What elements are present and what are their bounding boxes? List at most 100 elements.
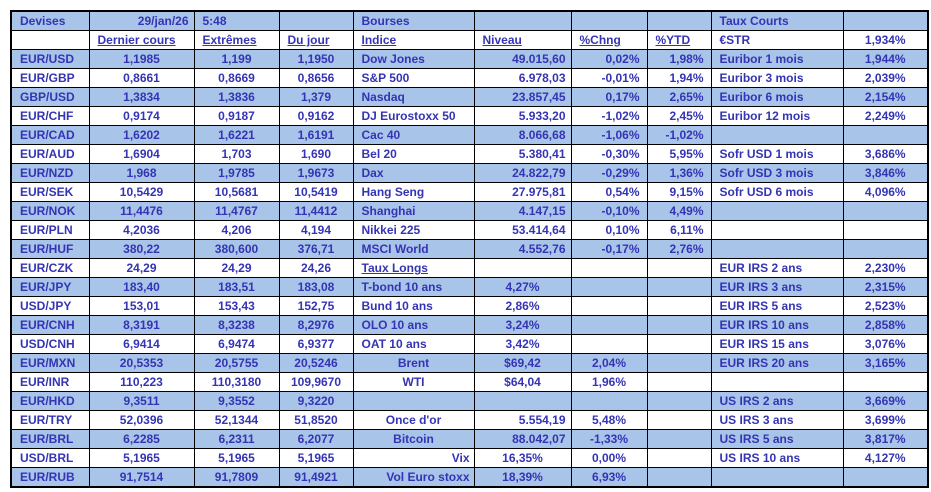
currency-last: 183,40 [88, 277, 195, 297]
currency-dujour: 91,4921 [278, 467, 354, 488]
currency-dujour: 6,2077 [278, 429, 354, 449]
currency-pair-label: EUR/BRL [10, 429, 90, 449]
bond-yield: 2,86% [473, 296, 572, 316]
currency-extreme: 91,7809 [193, 467, 280, 488]
currency-last: 153,01 [88, 296, 195, 316]
table-row: EUR/RUB 91,7514 91,7809 91,4921 Vol Euro sto… [10, 467, 929, 488]
rate-value: 2,154% [842, 87, 929, 107]
asset-chng: 6,93% [570, 467, 648, 488]
empty-cell [646, 296, 712, 316]
index-chng: 0,17% [570, 87, 648, 107]
currency-pair-label: EUR/PLN [10, 220, 90, 240]
table-row: EUR/CZK 24,29 24,29 24,26 Taux Longs EUR IRS … [10, 258, 929, 278]
currency-dujour: 0,9162 [278, 106, 354, 126]
currency-extreme: 20,5755 [193, 353, 280, 373]
rate-value: 3,165% [842, 353, 929, 373]
rate-label: Euribor 6 mois [710, 87, 844, 107]
empty-cell [646, 315, 712, 335]
column-header-ytd[interactable]: %YTD [646, 30, 712, 50]
empty-cell [646, 353, 712, 373]
rate-value: 1,944% [842, 49, 929, 69]
rate-label: Euribor 1 mois [710, 49, 844, 69]
rate-label: US IRS 5 ans [710, 429, 844, 449]
currency-dujour: 4,194 [278, 220, 354, 240]
rate-label: Euribor 3 mois [710, 68, 844, 88]
table-row: EUR/TRY 52,0396 52,1344 51,8520 Once d'or 5.5… [10, 410, 929, 430]
currency-extreme: 6,9474 [193, 334, 280, 354]
asset-label: Vix [352, 448, 475, 468]
currency-dujour: 109,9670 [278, 372, 354, 392]
currency-dujour: 8,2976 [278, 315, 354, 335]
currency-last: 380,22 [88, 239, 195, 259]
currency-extreme: 24,29 [193, 258, 280, 278]
empty-cell [570, 10, 648, 31]
table-row: USD/JPY 153,01 153,43 152,75 Bund 10 ans 2,86… [10, 296, 929, 316]
index-label: Bel 20 [352, 144, 475, 164]
rate-value: 4,127% [842, 448, 929, 468]
index-chng: 0,10% [570, 220, 648, 240]
rate-value: 2,249% [842, 106, 929, 126]
currency-pair-label: EUR/MXN [10, 353, 90, 373]
empty-cell [10, 30, 90, 50]
market-overview-table: Devises 29/jan/26 5:48 Bourses Taux Courts De… [10, 10, 929, 488]
column-header-du-jour[interactable]: Du jour [278, 30, 354, 50]
currency-pair-label: EUR/CZK [10, 258, 90, 278]
currency-last: 20,5353 [88, 353, 195, 373]
index-level: 5.933,20 [473, 106, 572, 126]
index-label: DJ Eurostoxx 50 [352, 106, 475, 126]
commodity-label: Brent [352, 353, 475, 373]
index-ytd: 1,94% [646, 68, 712, 88]
currency-extreme: 52,1344 [193, 410, 280, 430]
column-header-dernier-cours[interactable]: Dernier cours [88, 30, 195, 50]
index-chng: -0,10% [570, 201, 648, 221]
empty-cell [646, 448, 712, 468]
index-label: Dax [352, 163, 475, 183]
currency-extreme: 1,703 [193, 144, 280, 164]
table-row: EUR/MXN 20,5353 20,5755 20,5246 Brent $69,42 2… [10, 353, 929, 373]
table-row: Devises 29/jan/26 5:48 Bourses Taux Courts [10, 10, 929, 31]
rate-value: 1,934% [842, 30, 929, 50]
currency-last: 4,2036 [88, 220, 195, 240]
currency-last: 1,968 [88, 163, 195, 183]
table-row: EUR/NZD 1,968 1,9785 1,9673 Dax 24.822,79 -0,2… [10, 163, 929, 183]
empty-cell [570, 277, 648, 297]
rate-label: Sofr USD 6 mois [710, 182, 844, 202]
currency-pair-label: USD/JPY [10, 296, 90, 316]
currency-extreme: 1,6221 [193, 125, 280, 145]
column-header-niveau[interactable]: Niveau [473, 30, 572, 50]
empty-cell [278, 10, 354, 31]
currency-dujour: 20,5246 [278, 353, 354, 373]
currency-pair-label: EUR/HUF [10, 239, 90, 259]
currency-extreme: 9,3552 [193, 391, 280, 411]
empty-cell [710, 239, 844, 259]
currency-extreme: 10,5681 [193, 182, 280, 202]
currency-pair-label: EUR/AUD [10, 144, 90, 164]
index-chng: -0,01% [570, 68, 648, 88]
currency-dujour: 9,3220 [278, 391, 354, 411]
column-header-extremes[interactable]: Extrêmes [193, 30, 280, 50]
currency-extreme: 11,4767 [193, 201, 280, 221]
currency-pair-label: EUR/RUB [10, 467, 90, 488]
rate-value: 4,096% [842, 182, 929, 202]
index-ytd: 6,11% [646, 220, 712, 240]
rate-value: 3,699% [842, 410, 929, 430]
section-title-taux-longs[interactable]: Taux Longs [352, 258, 475, 278]
report-time: 5:48 [193, 10, 280, 31]
currency-pair-label: EUR/NOK [10, 201, 90, 221]
asset-value: 5.554,19 [473, 410, 572, 430]
report-date: 29/jan/26 [88, 10, 195, 31]
column-header-chng[interactable]: %Chng [570, 30, 648, 50]
currency-pair-label: EUR/GBP [10, 68, 90, 88]
index-label: Shanghai [352, 201, 475, 221]
currency-dujour: 1,690 [278, 144, 354, 164]
section-title-devises: Devises [10, 10, 90, 31]
currency-extreme: 4,206 [193, 220, 280, 240]
table-row: EUR/USD 1,1985 1,199 1,1950 Dow Jones 49.015,… [10, 49, 929, 69]
rate-label: Sofr USD 1 mois [710, 144, 844, 164]
currency-extreme: 0,9187 [193, 106, 280, 126]
empty-cell [646, 410, 712, 430]
column-header-indice[interactable]: Indice [352, 30, 475, 50]
empty-cell [473, 391, 572, 411]
rate-label: EUR IRS 5 ans [710, 296, 844, 316]
currency-last: 10,5429 [88, 182, 195, 202]
